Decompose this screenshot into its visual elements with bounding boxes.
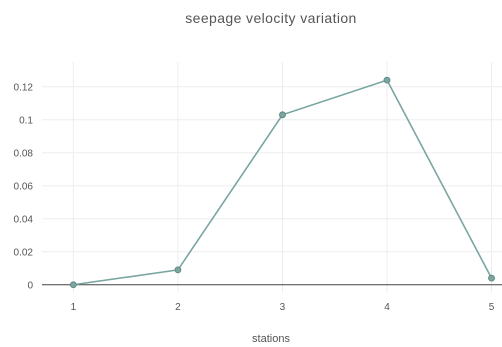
x-axis-label: stations [252, 333, 290, 345]
data-point[interactable] [69, 281, 77, 289]
x-tick-label: 5 [489, 302, 495, 313]
grid [42, 62, 502, 293]
series [69, 76, 495, 289]
data-point[interactable] [174, 266, 182, 274]
data-point[interactable] [488, 274, 495, 282]
x-tick-label: 4 [384, 302, 390, 313]
chart-title: seepage velocity variation [185, 10, 357, 26]
x-tick-label: 3 [280, 302, 286, 313]
x-tick-label: 1 [71, 302, 77, 313]
y-tick-label: 0 [27, 280, 33, 291]
y-tick-label: 0.02 [14, 247, 34, 258]
data-point[interactable] [383, 76, 391, 84]
y-tick-label: 0.06 [14, 181, 34, 192]
y-tick-label: 0.08 [14, 148, 34, 159]
y-tick-label: 0.1 [19, 115, 33, 126]
axes: 0 0.02 0.04 0.06 0.08 0.1 0.12 1 2 3 4 5 [14, 82, 495, 313]
y-tick-label: 0.04 [14, 214, 34, 225]
data-point[interactable] [279, 111, 286, 119]
x-tick-label: 2 [175, 302, 181, 313]
y-tick-label: 0.12 [14, 82, 34, 93]
